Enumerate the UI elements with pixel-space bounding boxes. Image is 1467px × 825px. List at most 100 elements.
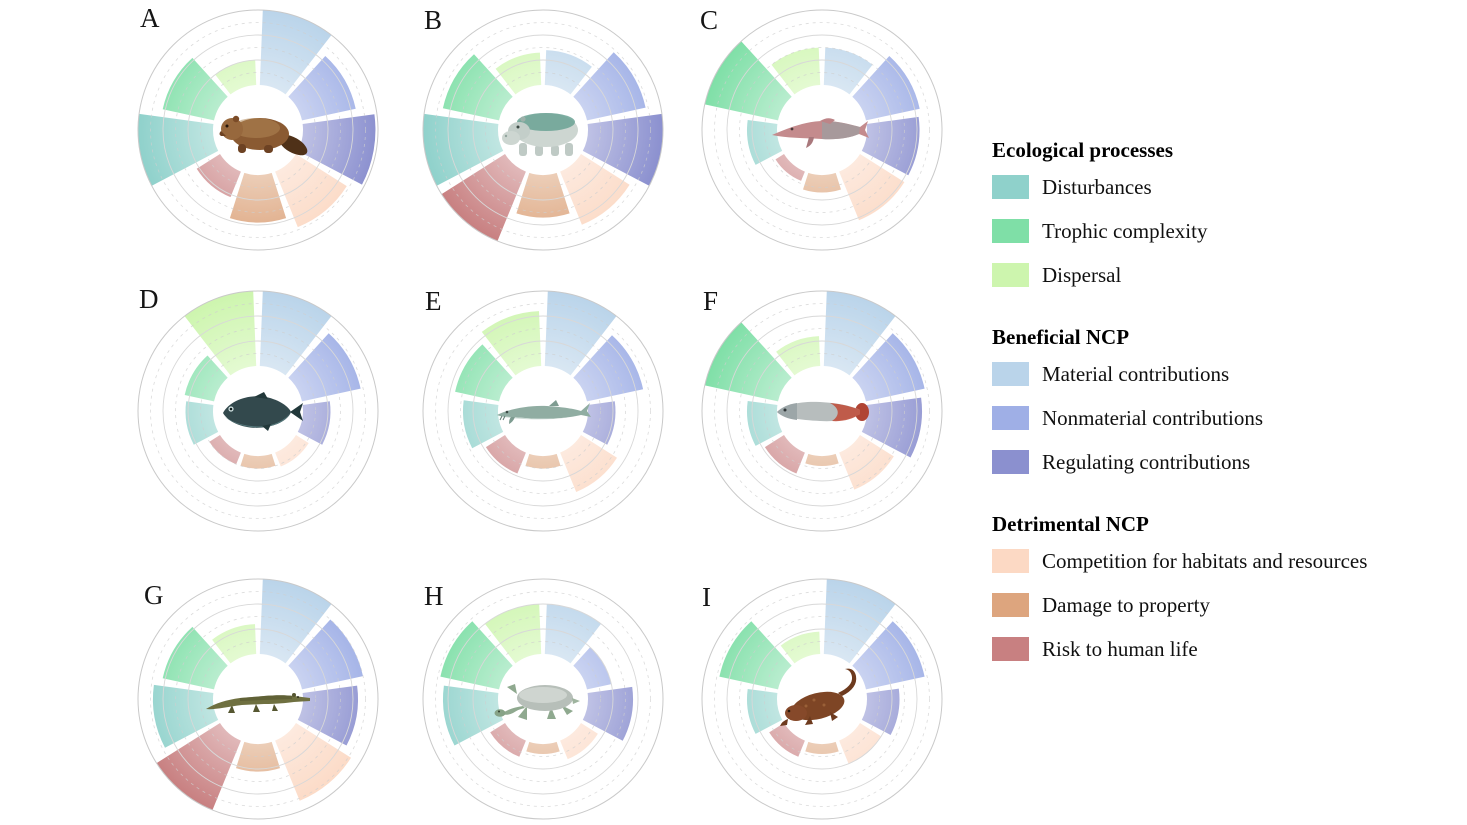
grid-ring	[701, 578, 943, 820]
wedge-risk	[441, 154, 526, 241]
legend-swatch-disturbances	[992, 175, 1029, 199]
legend-item-label: Risk to human life	[1042, 636, 1198, 661]
wedge-disturbances	[443, 685, 504, 746]
wedge-risk	[490, 723, 526, 757]
grid-ring-dashed	[485, 72, 601, 188]
wedge-damage	[526, 741, 560, 754]
grid-ring-dashed	[460, 616, 626, 782]
panel-label-d: D	[139, 284, 159, 314]
legend-item-label: Regulating contributions	[1042, 449, 1251, 474]
radial-chart-a	[137, 9, 379, 251]
wedge-trophic	[704, 41, 792, 121]
wedge-trophic	[704, 322, 792, 402]
wedge-material	[823, 47, 873, 95]
wedge-regulating	[861, 397, 922, 458]
legend-swatch-regulating	[992, 450, 1029, 474]
grid-ring-dashed	[764, 353, 880, 469]
legend-item: Trophic complexity	[992, 219, 1462, 243]
grid-ring	[726, 315, 918, 507]
grid-ring	[701, 9, 943, 251]
grid-ring-dashed	[739, 616, 905, 782]
grid-ring-dashed	[714, 303, 930, 519]
legend-item: Competition for habitats and resources	[992, 549, 1462, 573]
grid-ring-dashed	[200, 353, 316, 469]
wedge-competition	[839, 154, 905, 221]
panel-label-f: F	[703, 286, 719, 316]
wedge-damage	[805, 453, 839, 466]
grid-ring-dashed	[200, 72, 316, 188]
grid-ring-dashed	[175, 328, 341, 494]
grid-ring-dashed	[435, 591, 651, 807]
grid-ring-dashed	[175, 616, 341, 782]
grid-ring-dashed	[150, 22, 366, 238]
grid-ring	[472, 340, 614, 482]
grid-ring	[422, 9, 664, 251]
panel-label-h: H	[424, 581, 444, 611]
grid-ring-dashed	[460, 47, 626, 213]
legend-item: Damage to property	[992, 593, 1462, 617]
legend-group-title: Ecological processes	[992, 138, 1174, 162]
legend-item-label: Dispersal	[1042, 262, 1122, 287]
wedge-risk	[156, 723, 241, 810]
grid-ring	[751, 59, 893, 201]
legend-group-title: Beneficial NCP	[992, 325, 1130, 349]
grid-ring	[137, 578, 379, 820]
wedge-nonmaterial	[573, 335, 644, 402]
legend-item: Nonmaterial contributions	[992, 406, 1462, 430]
wedge-competition	[275, 723, 351, 801]
radial-chart-b	[422, 9, 664, 251]
legend-item: Material contributions	[992, 362, 1462, 386]
legend-swatch-dispersal	[992, 263, 1029, 287]
wedge-risk	[196, 154, 241, 198]
river-dolphin-illustration	[772, 118, 869, 148]
legend-item: Regulating contributions	[992, 450, 1462, 474]
legend-item-label: Nonmaterial contributions	[1042, 405, 1264, 430]
grid-ring	[137, 290, 379, 532]
wedge-risk	[209, 435, 241, 465]
wedge-material	[259, 10, 332, 95]
grid-ring	[701, 290, 943, 532]
wedge-material	[823, 579, 896, 664]
wedge-nonmaterial	[288, 619, 363, 690]
radial-chart-e	[422, 290, 664, 532]
grid-ring	[162, 34, 354, 226]
softshell-turtle-illustration	[494, 684, 580, 720]
grid-ring	[726, 34, 918, 226]
wedge-damage	[516, 172, 570, 218]
legend-item-label: Competition for habitats and resources	[1042, 548, 1368, 573]
wedge-competition	[839, 723, 882, 764]
wedge-material	[259, 291, 332, 376]
wedge-regulating	[582, 113, 663, 186]
panel-label-g: G	[144, 580, 164, 610]
hippopotamus-illustration	[502, 113, 578, 156]
legend-item-label: Damage to property	[1042, 592, 1210, 617]
grid-ring-dashed	[764, 641, 880, 757]
panel-label-c: C	[700, 5, 719, 35]
wedge-risk	[764, 435, 805, 474]
radial-chart-g	[137, 578, 379, 820]
wedge-regulating	[297, 685, 358, 746]
wedge-competition	[560, 723, 598, 760]
grid-ring	[447, 315, 639, 507]
beaver-illustration	[219, 115, 308, 156]
wedge-competition	[560, 154, 630, 225]
wedge-trophic	[719, 621, 792, 690]
wedge-nonmaterial	[852, 333, 925, 402]
grid-ring	[472, 628, 614, 770]
legend-group-detrimental-ncp: Detrimental NCP Competition for habitats…	[992, 512, 1462, 661]
grid-ring-dashed	[714, 22, 930, 238]
wedge-damage	[805, 741, 839, 754]
wedge-trophic	[440, 621, 513, 690]
grid-ring	[447, 603, 639, 795]
wedge-material	[544, 291, 617, 376]
panel-label-e: E	[425, 286, 442, 316]
grid-ring	[162, 315, 354, 507]
wedge-risk	[485, 435, 526, 474]
grid-ring	[187, 340, 329, 482]
grid-ring	[751, 628, 893, 770]
grid-ring	[137, 9, 379, 251]
wedge-trophic	[162, 57, 228, 121]
radial-chart-h	[422, 578, 664, 820]
wedge-competition	[275, 435, 309, 467]
